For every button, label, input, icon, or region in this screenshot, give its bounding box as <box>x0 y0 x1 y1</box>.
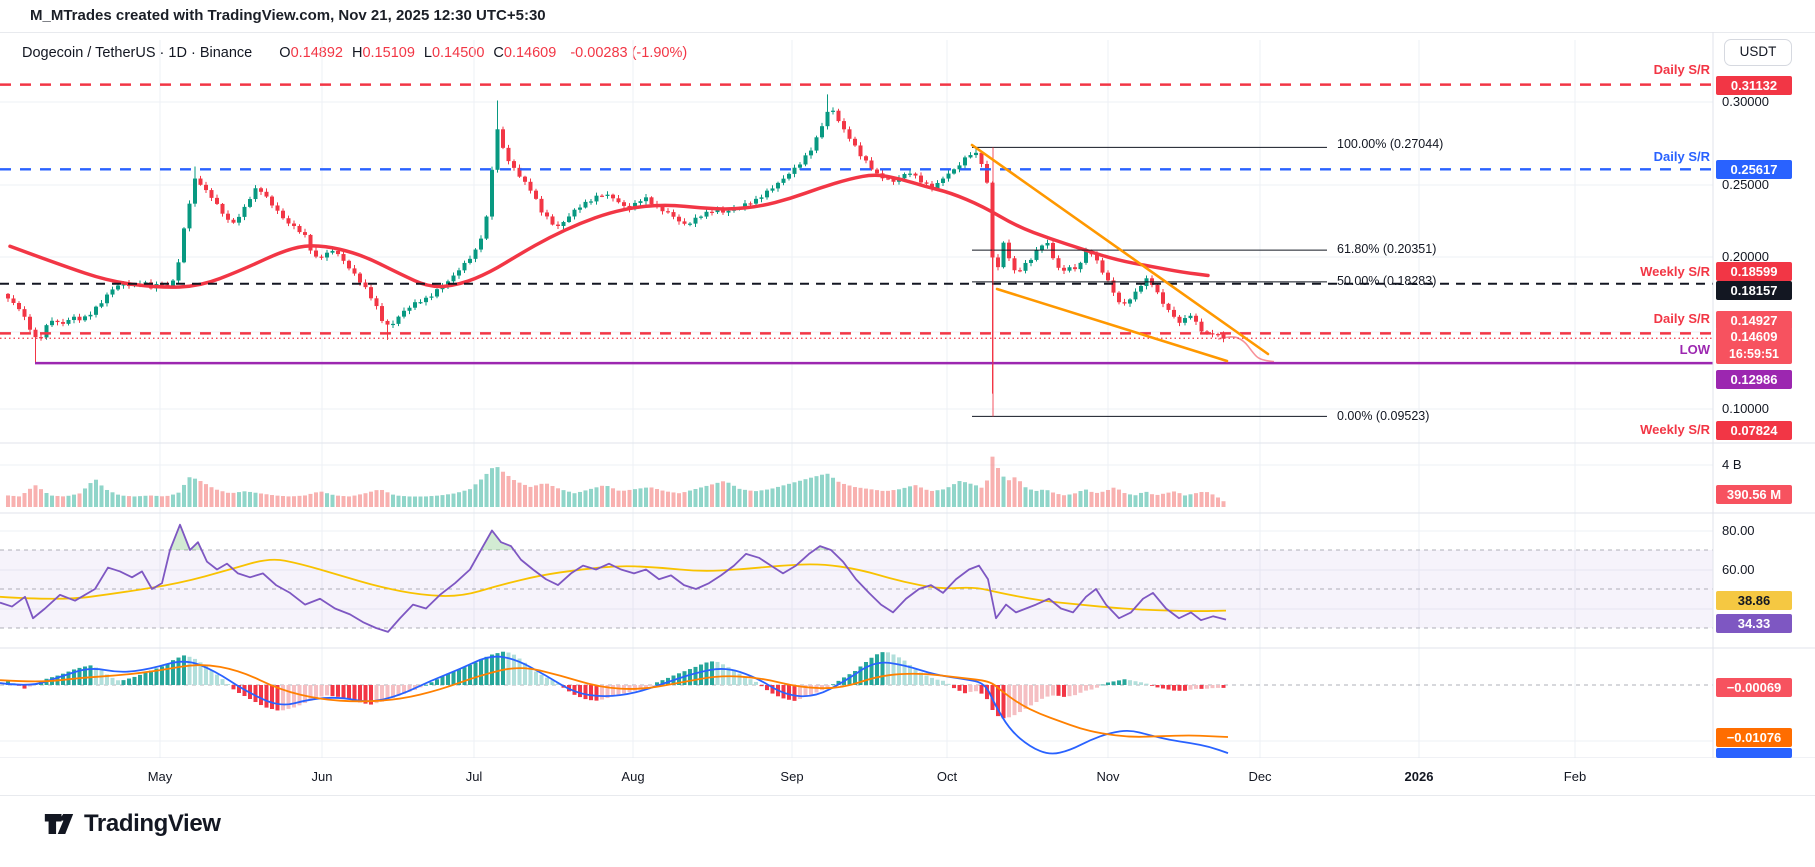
price-axis-label: 0.30000 <box>1722 94 1769 109</box>
price-axis-label: 0.20000 <box>1722 249 1769 264</box>
price-badge: 0.25617 <box>1716 159 1792 179</box>
sr-line-label: Weekly S/R <box>1640 264 1710 279</box>
price-badge: 0.14927 <box>1716 310 1792 330</box>
price-badge: 0.31132 <box>1716 75 1792 95</box>
sr-line-label: Weekly S/R <box>1640 422 1710 437</box>
time-axis-label: Nov <box>1096 769 1120 784</box>
fib-level-label: 0.00% (0.09523) <box>1337 409 1430 423</box>
price-axis-label: 0.10000 <box>1722 401 1769 416</box>
attribution-text: M_MTrades created with TradingView.com, … <box>30 7 546 24</box>
ohlc-key: H <box>351 45 363 61</box>
ohlc-value: 0.14609 <box>503 45 557 61</box>
tradingview-logo[interactable]: TradingView <box>44 810 221 838</box>
time-axis-label: Aug <box>621 769 645 784</box>
price-badge: 0.14609 16:59:51 <box>1716 328 1792 364</box>
sr-line-label: LOW <box>1679 342 1710 357</box>
price-badge <box>1716 748 1792 758</box>
price-badge: 34.33 <box>1716 613 1792 633</box>
ohlc-value: 0.14892 <box>290 45 343 61</box>
symbol-title[interactable]: Dogecoin / TetherUS · 1D · Binance <box>22 45 253 61</box>
chart-header: Dogecoin / TetherUS · 1D · Binance O0.14… <box>0 32 1815 72</box>
ohlc-key: O <box>279 45 291 61</box>
time-axis-label: Dec <box>1248 769 1272 784</box>
time-axis-label: Sep <box>780 769 804 784</box>
price-axis-label: 80.00 <box>1722 523 1755 538</box>
tradingview-logo-icon <box>44 814 74 834</box>
sr-line-label: Daily S/R <box>1653 149 1710 164</box>
time-axis-label: Jun <box>311 769 333 784</box>
ohlc-values: O0.14892 H0.15109 L0.14500 C0.14609 <box>270 45 556 61</box>
price-badge: 0.18157 <box>1716 280 1792 300</box>
fib-level-label: 100.00% (0.27044) <box>1337 137 1444 151</box>
chart-canvas[interactable] <box>0 32 1815 795</box>
ohlc-value: 0.14500 <box>431 45 485 61</box>
ohlc-key: C <box>493 45 504 61</box>
ohlc-value: 0.15109 <box>362 45 415 61</box>
price-badge: 0.07824 <box>1716 420 1792 440</box>
price-badge: 0.18599 <box>1716 261 1792 281</box>
countdown-timer: 16:59:51 <box>1728 347 1780 361</box>
price-badge: 390.56 M <box>1716 484 1792 504</box>
time-axis-label: Jul <box>465 769 483 784</box>
price-axis-label: 4 B <box>1722 457 1742 472</box>
time-axis[interactable]: May Jun Jul Aug Sep Oct Nov Dec 2026 Feb <box>0 758 1815 795</box>
time-axis-label: Oct <box>936 769 958 784</box>
fib-level-label: 61.80% (0.20351) <box>1337 242 1437 256</box>
price-badge: 38.86 <box>1716 590 1792 610</box>
footer-bar: TradingView <box>0 795 1815 867</box>
currency-toggle-button[interactable]: USDT <box>1724 39 1792 66</box>
price-axis-label: 0.25000 <box>1722 177 1769 192</box>
price-badge: −0.00069 <box>1716 677 1792 697</box>
tradingview-logo-text: TradingView <box>84 810 221 837</box>
fib-level-label: 50.00% (0.18283) <box>1337 274 1437 288</box>
price-badge: −0.01076 <box>1716 727 1792 747</box>
sr-line-label: Daily S/R <box>1653 311 1710 326</box>
change-value: -0.00283 (-1.90%) <box>570 45 688 61</box>
time-axis-label: May <box>147 769 173 784</box>
price-axis-label: 60.00 <box>1722 562 1755 577</box>
time-axis-label: 2026 <box>1404 769 1434 784</box>
sr-line-label: Daily S/R <box>1653 62 1710 77</box>
time-axis-label: Feb <box>1563 769 1587 784</box>
attribution-bar: M_MTrades created with TradingView.com, … <box>30 7 546 24</box>
ohlc-key: L <box>423 45 432 61</box>
price-badge: 0.12986 <box>1716 369 1792 389</box>
